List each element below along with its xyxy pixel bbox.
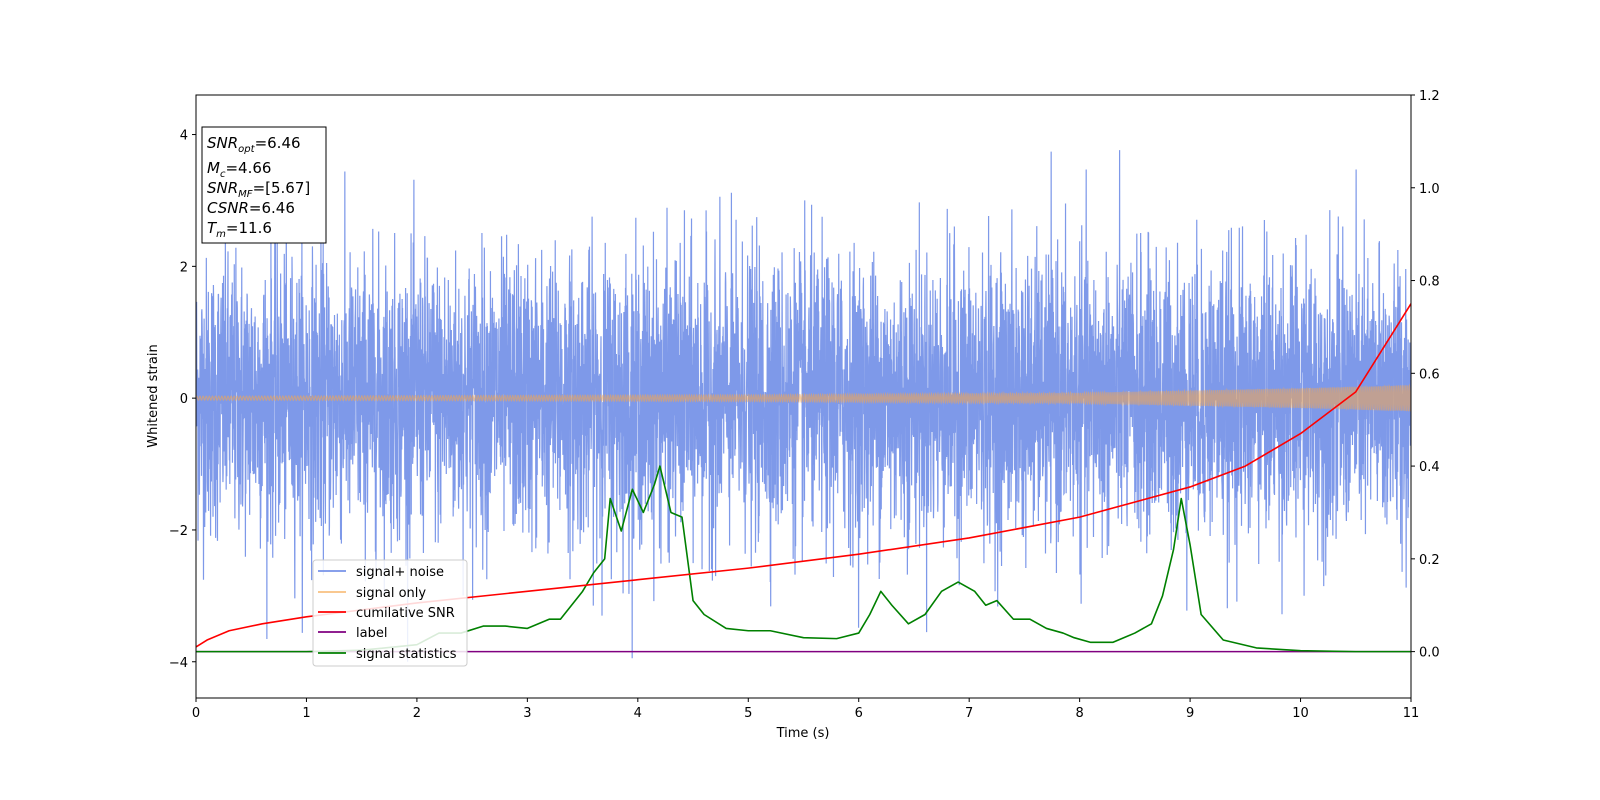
stats-box: SNRopt=6.46Mc=4.66SNRMF=[5.67]CSNR=6.46T… bbox=[201, 126, 327, 244]
x-tick-label: 10 bbox=[1292, 706, 1309, 721]
right-y-tick-label: 0.0 bbox=[1419, 646, 1440, 661]
x-tick-label: 3 bbox=[523, 706, 531, 721]
stats-subscript: MF bbox=[238, 189, 253, 200]
series-signal-only bbox=[196, 383, 1411, 412]
left-y-axis: −4 −2 0 2 4 bbox=[169, 129, 196, 671]
right-y-tick-label: 1.2 bbox=[1419, 89, 1440, 104]
stats-subscript: c bbox=[220, 169, 226, 180]
stats-line: CSNR=6.46 bbox=[207, 199, 295, 217]
x-tick-label: 0 bbox=[192, 706, 200, 721]
x-tick-label: 11 bbox=[1403, 706, 1420, 721]
stats-subscript: opt bbox=[238, 144, 255, 155]
series-signal-noise bbox=[196, 150, 1411, 662]
x-axis-label: Time (s) bbox=[776, 726, 830, 741]
left-y-tick-label: −2 bbox=[169, 524, 188, 539]
stats-symbol: T bbox=[207, 219, 218, 237]
legend-entry: signal+ noise bbox=[356, 565, 444, 580]
legend-entry: cumilative SNR bbox=[356, 606, 455, 621]
right-y-tick-label: 0.8 bbox=[1419, 275, 1440, 290]
plot-frame bbox=[195, 94, 1412, 699]
left-y-tick-label: −4 bbox=[169, 656, 188, 671]
x-axis: 0 1 2 3 4 5 6 7 8 9 10 11 bbox=[192, 698, 1419, 721]
x-tick-label: 9 bbox=[1186, 706, 1194, 721]
legend-entry: signal statistics bbox=[356, 647, 457, 662]
stats-line: Tm=11.6 bbox=[207, 219, 272, 240]
legend-frame bbox=[312, 559, 468, 667]
right-y-tick-label: 0.6 bbox=[1419, 367, 1440, 382]
stats-subscript: m bbox=[216, 229, 226, 240]
legend: signal+ noise signal only cumilative SNR la… bbox=[312, 559, 468, 667]
x-tick-label: 6 bbox=[855, 706, 863, 721]
stats-line: SNRMF=[5.67] bbox=[207, 179, 310, 200]
x-tick-label: 7 bbox=[965, 706, 973, 721]
stats-line: Mc=4.66 bbox=[207, 159, 271, 180]
stats-symbol: SNR bbox=[207, 134, 238, 152]
x-tick-label: 1 bbox=[302, 706, 310, 721]
stats-line: SNRopt=6.46 bbox=[207, 134, 301, 155]
left-y-tick-label: 0 bbox=[180, 392, 188, 407]
left-y-tick-label: 4 bbox=[180, 129, 188, 144]
stats-value: =6.46 bbox=[249, 199, 295, 217]
legend-entry: label bbox=[356, 626, 387, 641]
right-y-tick-label: 0.2 bbox=[1419, 553, 1440, 568]
x-tick-label: 2 bbox=[413, 706, 421, 721]
stats-value: =[5.67] bbox=[253, 179, 311, 197]
stats-symbol: M bbox=[207, 159, 220, 177]
x-tick-label: 8 bbox=[1075, 706, 1083, 721]
series-cumilative-snr bbox=[196, 303, 1411, 648]
right-y-tick-label: 1.0 bbox=[1419, 182, 1440, 197]
right-y-tick-label: 0.4 bbox=[1419, 460, 1440, 475]
stats-value: =6.46 bbox=[255, 134, 301, 152]
stats-value: =4.66 bbox=[225, 159, 271, 177]
left-y-tick-label: 2 bbox=[180, 260, 188, 275]
stats-symbol: CSNR bbox=[207, 199, 249, 217]
x-tick-label: 4 bbox=[634, 706, 642, 721]
stats-value: =11.6 bbox=[226, 219, 272, 237]
legend-entry: signal only bbox=[356, 586, 426, 601]
stats-symbol: SNR bbox=[207, 179, 238, 197]
series-signal-statistics bbox=[196, 465, 1411, 653]
right-y-axis: 0.0 0.2 0.4 0.6 0.8 1.0 1.2 bbox=[1411, 89, 1440, 661]
stats-box-frame bbox=[201, 126, 327, 244]
x-tick-label: 5 bbox=[744, 706, 752, 721]
y-axis-label: Whitened strain bbox=[146, 344, 161, 447]
